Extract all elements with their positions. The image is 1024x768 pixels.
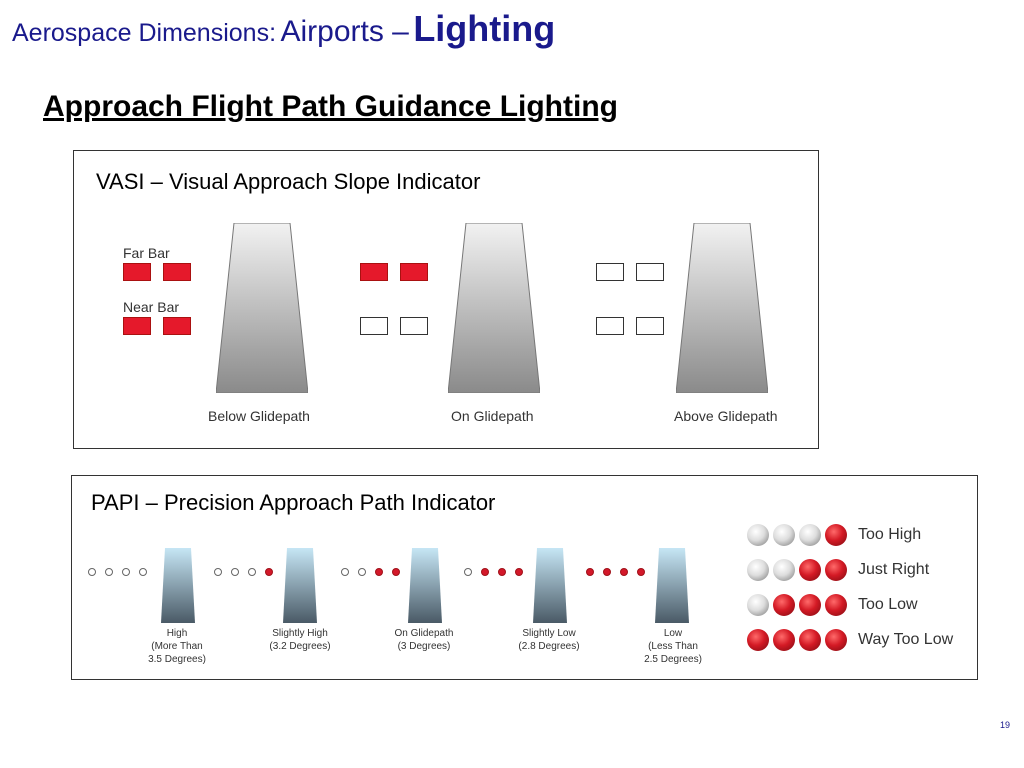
vasi-near-light — [360, 317, 388, 335]
papi-state-caption: High (More Than 3.5 Degrees) — [127, 627, 227, 666]
papi-caption-line: Slightly Low — [522, 628, 576, 639]
papi-light — [620, 568, 628, 576]
papi-light — [341, 568, 349, 576]
vasi-near-light — [163, 317, 191, 335]
vasi-near-light — [400, 317, 428, 335]
papi-legend-light — [825, 524, 847, 546]
vasi-runway — [216, 223, 308, 393]
papi-light — [515, 568, 523, 576]
papi-legend-light — [799, 559, 821, 581]
papi-light — [637, 568, 645, 576]
papi-runway — [655, 548, 689, 623]
papi-legend-light — [773, 629, 795, 651]
papi-caption-line: Slightly High — [272, 628, 328, 639]
vasi-runway — [676, 223, 768, 393]
header-prefix: Aerospace Dimensions: — [12, 19, 277, 47]
vasi-state-caption: Above Glidepath — [674, 408, 778, 424]
papi-state-caption: Low (Less Than 2.5 Degrees) — [623, 627, 723, 666]
papi-legend-light — [773, 559, 795, 581]
far-bar-label: Far Bar — [123, 245, 170, 261]
papi-legend-label: Way Too Low — [858, 631, 954, 648]
vasi-far-light — [123, 263, 151, 281]
vasi-near-light — [636, 317, 664, 335]
slide-header: Aerospace Dimensions: Airports – Lightin… — [12, 8, 555, 50]
papi-light — [392, 568, 400, 576]
papi-runway — [533, 548, 567, 623]
papi-caption-line: (More Than — [151, 641, 203, 652]
papi-legend-light — [825, 594, 847, 616]
vasi-near-light — [123, 317, 151, 335]
papi-legend-light — [825, 559, 847, 581]
papi-legend-light — [799, 594, 821, 616]
papi-light — [358, 568, 366, 576]
papi-legend-light — [773, 594, 795, 616]
papi-light — [481, 568, 489, 576]
papi-light — [214, 568, 222, 576]
papi-title: PAPI – Precision Approach Path Indicator — [91, 490, 496, 515]
papi-runway — [161, 548, 195, 623]
vasi-far-light — [596, 263, 624, 281]
vasi-near-light — [596, 317, 624, 335]
papi-legend-light — [799, 629, 821, 651]
vasi-far-light — [163, 263, 191, 281]
papi-legend-label: Too Low — [858, 596, 918, 613]
papi-legend-light — [747, 629, 769, 651]
papi-light — [375, 568, 383, 576]
papi-light — [586, 568, 594, 576]
papi-legend-light — [773, 524, 795, 546]
papi-light — [464, 568, 472, 576]
papi-caption-line: (2.8 Degrees) — [518, 641, 580, 652]
papi-runway — [283, 548, 317, 623]
vasi-runway — [448, 223, 540, 393]
papi-caption-line: Low — [663, 628, 683, 639]
page-number: 19 — [999, 720, 1010, 730]
papi-light — [139, 568, 147, 576]
vasi-state-caption: On Glidepath — [451, 408, 534, 424]
papi-state-caption: On Glidepath (3 Degrees) — [374, 627, 474, 653]
vasi-state-caption: Below Glidepath — [208, 408, 310, 424]
papi-light — [122, 568, 130, 576]
papi-light — [231, 568, 239, 576]
papi-light — [603, 568, 611, 576]
papi-caption-line: 3.5 Degrees) — [148, 654, 206, 665]
header-middle: Airports – — [280, 15, 409, 48]
papi-caption-line: (3.2 Degrees) — [269, 641, 331, 652]
papi-caption-line: 2.5 Degrees) — [644, 654, 702, 665]
papi-legend-light — [747, 594, 769, 616]
papi-state-caption: Slightly Low (2.8 Degrees) — [499, 627, 599, 653]
vasi-title: VASI – Visual Approach Slope Indicator — [96, 169, 481, 194]
papi-light — [498, 568, 506, 576]
papi-light — [265, 568, 273, 576]
header-emphasis: Lighting — [413, 8, 556, 49]
papi-legend-label: Just Right — [858, 561, 930, 578]
papi-light — [88, 568, 96, 576]
vasi-far-light — [360, 263, 388, 281]
papi-legend-light — [747, 524, 769, 546]
papi-legend-light — [799, 524, 821, 546]
papi-runway — [408, 548, 442, 623]
papi-legend-light — [747, 559, 769, 581]
papi-caption-line: (Less Than — [648, 641, 698, 652]
papi-caption-line: High — [166, 628, 188, 639]
papi-light — [248, 568, 256, 576]
papi-caption-line: On Glidepath — [394, 628, 454, 639]
papi-state-caption: Slightly High (3.2 Degrees) — [250, 627, 350, 653]
vasi-far-light — [636, 263, 664, 281]
vasi-panel: VASI – Visual Approach Slope Indicator F… — [73, 150, 819, 449]
vasi-far-light — [400, 263, 428, 281]
papi-panel: PAPI – Precision Approach Path Indicator… — [71, 475, 978, 680]
papi-legend-light — [825, 629, 847, 651]
papi-light — [105, 568, 113, 576]
slide-subtitle: Approach Flight Path Guidance Lighting — [43, 90, 618, 123]
near-bar-label: Near Bar — [123, 299, 180, 315]
papi-caption-line: (3 Degrees) — [397, 641, 451, 652]
papi-legend-label: Too High — [858, 526, 922, 543]
